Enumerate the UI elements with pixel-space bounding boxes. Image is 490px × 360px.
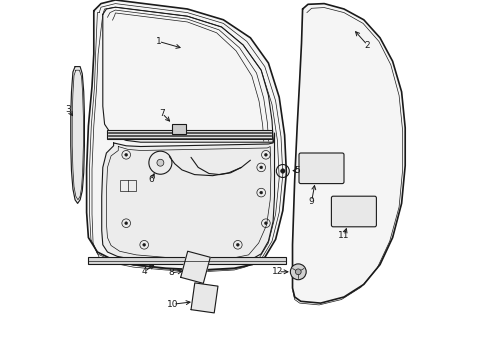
Text: 10: 10: [167, 300, 179, 309]
Text: 9: 9: [309, 197, 315, 206]
Polygon shape: [71, 67, 84, 203]
Circle shape: [265, 153, 268, 156]
Circle shape: [260, 191, 263, 194]
Text: 5: 5: [294, 166, 300, 175]
FancyBboxPatch shape: [331, 196, 376, 227]
Text: 2: 2: [365, 40, 370, 49]
Polygon shape: [102, 133, 274, 264]
Polygon shape: [293, 4, 405, 303]
Circle shape: [125, 153, 127, 156]
Bar: [107, 130, 272, 139]
Circle shape: [157, 159, 164, 166]
Polygon shape: [191, 283, 218, 313]
Circle shape: [281, 169, 285, 173]
Text: 12: 12: [272, 267, 284, 276]
Bar: [172, 124, 186, 134]
Text: 1: 1: [156, 37, 162, 46]
Circle shape: [265, 222, 268, 225]
Circle shape: [125, 222, 127, 225]
Circle shape: [295, 269, 301, 275]
Text: 8: 8: [169, 269, 174, 277]
Text: 11: 11: [338, 231, 350, 240]
Polygon shape: [181, 251, 210, 283]
Polygon shape: [87, 0, 286, 270]
Circle shape: [291, 264, 306, 280]
Bar: [88, 257, 286, 264]
FancyBboxPatch shape: [299, 153, 344, 184]
Circle shape: [143, 243, 146, 246]
Text: 3: 3: [66, 105, 72, 114]
Text: 6: 6: [148, 175, 154, 184]
Text: 7: 7: [159, 109, 165, 118]
Text: 4: 4: [142, 267, 147, 276]
Bar: [120, 180, 136, 191]
Circle shape: [260, 166, 263, 169]
Circle shape: [236, 243, 239, 246]
